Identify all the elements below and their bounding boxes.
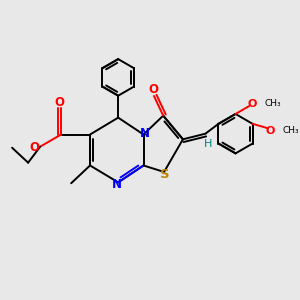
Text: H: H (203, 139, 212, 148)
Text: O: O (247, 99, 256, 109)
Text: O: O (148, 83, 158, 96)
Text: O: O (55, 96, 64, 109)
Text: CH₃: CH₃ (265, 99, 281, 108)
Text: O: O (29, 141, 39, 154)
Text: N: N (112, 178, 122, 191)
Text: N: N (140, 127, 150, 140)
Text: CH₃: CH₃ (283, 126, 299, 135)
Text: S: S (160, 168, 169, 181)
Text: O: O (266, 126, 275, 136)
